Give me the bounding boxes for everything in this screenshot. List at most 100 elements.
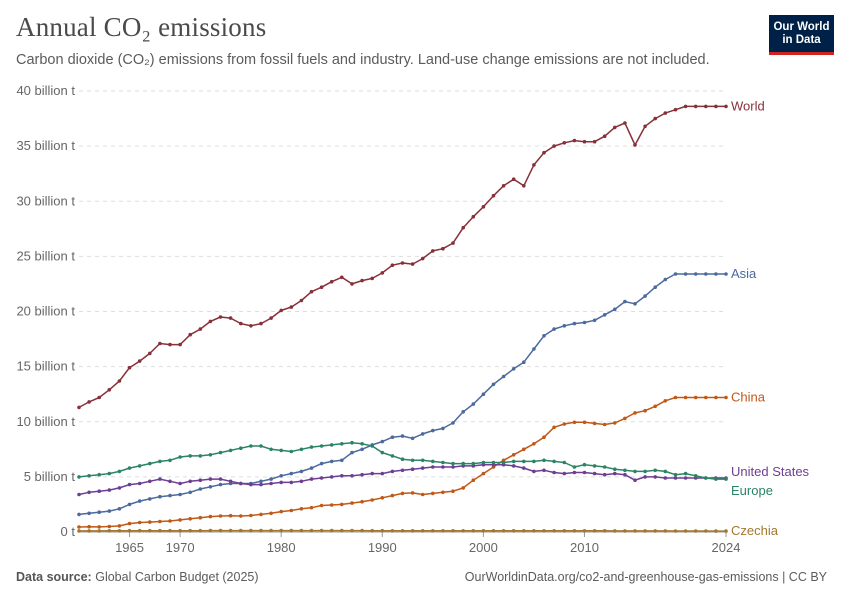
- data-point[interactable]: [158, 477, 162, 481]
- data-point[interactable]: [542, 468, 546, 473]
- data-point[interactable]: [279, 509, 284, 514]
- data-point[interactable]: [340, 275, 344, 280]
- data-point[interactable]: [239, 321, 243, 326]
- series-line[interactable]: [78, 396, 726, 528]
- data-point[interactable]: [724, 477, 728, 481]
- data-point[interactable]: [481, 460, 486, 465]
- data-point[interactable]: [491, 193, 496, 198]
- data-point[interactable]: [663, 399, 668, 403]
- series-label[interactable]: Czechia: [731, 523, 779, 538]
- data-point[interactable]: [269, 528, 273, 533]
- data-point[interactable]: [693, 529, 698, 533]
- data-point[interactable]: [259, 444, 263, 448]
- data-point[interactable]: [329, 528, 334, 533]
- data-point[interactable]: [582, 462, 587, 467]
- data-point[interactable]: [683, 104, 688, 109]
- data-point[interactable]: [663, 111, 668, 115]
- data-point[interactable]: [410, 491, 415, 495]
- data-point[interactable]: [390, 529, 395, 533]
- data-point[interactable]: [562, 141, 567, 145]
- data-point[interactable]: [299, 447, 304, 452]
- data-point[interactable]: [633, 478, 637, 483]
- data-point[interactable]: [582, 470, 587, 475]
- data-point[interactable]: [683, 272, 688, 276]
- data-point[interactable]: [451, 421, 455, 425]
- data-point[interactable]: [501, 184, 506, 188]
- data-point[interactable]: [208, 485, 213, 489]
- data-point[interactable]: [653, 404, 657, 409]
- data-point[interactable]: [390, 435, 395, 440]
- data-point[interactable]: [309, 445, 314, 449]
- series-label[interactable]: World: [731, 98, 765, 113]
- data-point[interactable]: [269, 477, 273, 481]
- data-point[interactable]: [400, 468, 405, 473]
- data-point[interactable]: [693, 272, 698, 276]
- data-point[interactable]: [309, 289, 314, 294]
- data-point[interactable]: [340, 442, 344, 446]
- data-point[interactable]: [673, 272, 678, 276]
- data-point[interactable]: [420, 466, 425, 470]
- data-point[interactable]: [592, 464, 597, 468]
- data-point[interactable]: [592, 471, 597, 476]
- data-point[interactable]: [511, 529, 516, 533]
- data-point[interactable]: [643, 469, 647, 474]
- data-point[interactable]: [552, 470, 556, 475]
- data-point[interactable]: [633, 529, 637, 533]
- data-point[interactable]: [208, 528, 213, 533]
- data-point[interactable]: [663, 277, 668, 282]
- data-point[interactable]: [178, 342, 182, 347]
- data-point[interactable]: [350, 282, 354, 286]
- data-point[interactable]: [532, 469, 536, 474]
- data-point[interactable]: [592, 421, 597, 426]
- data-point[interactable]: [319, 461, 324, 466]
- data-point[interactable]: [491, 529, 496, 533]
- data-point[interactable]: [683, 395, 688, 400]
- data-point[interactable]: [178, 518, 182, 522]
- data-point[interactable]: [208, 477, 213, 481]
- data-point[interactable]: [279, 308, 284, 313]
- series-line[interactable]: [78, 273, 726, 516]
- data-point[interactable]: [137, 528, 142, 533]
- data-point[interactable]: [724, 529, 728, 533]
- data-point[interactable]: [168, 458, 172, 463]
- data-point[interactable]: [239, 446, 243, 451]
- data-point[interactable]: [704, 104, 708, 109]
- data-point[interactable]: [683, 476, 688, 480]
- data-point[interactable]: [532, 529, 536, 533]
- data-point[interactable]: [319, 503, 324, 508]
- data-point[interactable]: [97, 525, 101, 529]
- data-point[interactable]: [289, 471, 294, 476]
- data-point[interactable]: [683, 529, 688, 533]
- data-point[interactable]: [693, 395, 698, 400]
- data-point[interactable]: [643, 475, 647, 479]
- data-point[interactable]: [714, 272, 718, 276]
- data-point[interactable]: [704, 395, 708, 400]
- data-point[interactable]: [522, 360, 526, 365]
- data-point[interactable]: [441, 246, 445, 251]
- data-point[interactable]: [602, 472, 607, 477]
- data-point[interactable]: [87, 524, 91, 529]
- data-point[interactable]: [97, 489, 101, 494]
- data-point[interactable]: [87, 511, 91, 516]
- data-point[interactable]: [97, 472, 101, 477]
- data-point[interactable]: [137, 481, 142, 486]
- data-point[interactable]: [592, 318, 597, 323]
- data-point[interactable]: [137, 499, 142, 503]
- data-point[interactable]: [511, 177, 516, 181]
- data-point[interactable]: [259, 479, 263, 484]
- data-point[interactable]: [137, 359, 142, 363]
- series-united-states[interactable]: [77, 462, 728, 497]
- data-point[interactable]: [218, 315, 223, 319]
- data-point[interactable]: [592, 529, 597, 533]
- data-point[interactable]: [228, 479, 233, 484]
- data-point[interactable]: [340, 528, 344, 533]
- data-point[interactable]: [673, 472, 678, 477]
- data-point[interactable]: [693, 104, 698, 109]
- data-point[interactable]: [148, 351, 152, 356]
- data-point[interactable]: [77, 512, 81, 517]
- data-point[interactable]: [168, 528, 172, 533]
- data-point[interactable]: [663, 476, 668, 480]
- data-point[interactable]: [673, 395, 678, 400]
- data-point[interactable]: [218, 528, 223, 533]
- data-point[interactable]: [299, 469, 304, 474]
